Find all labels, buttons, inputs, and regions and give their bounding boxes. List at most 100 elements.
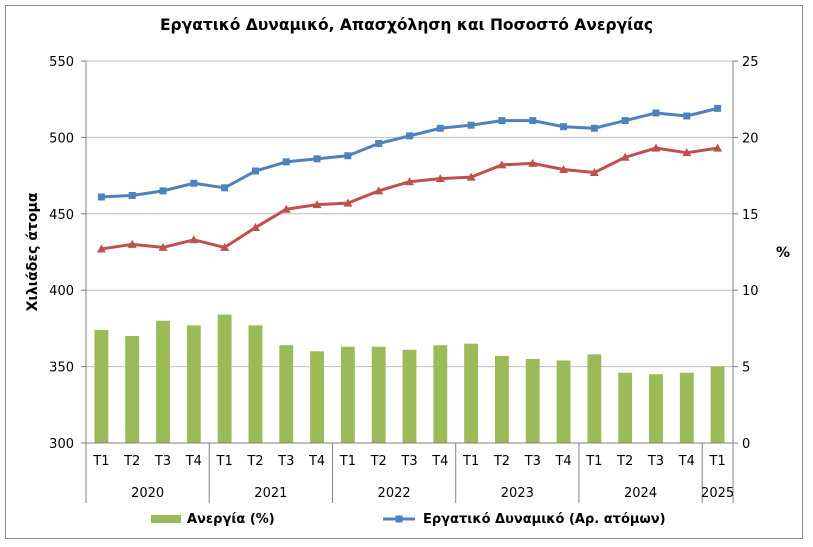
data-point-triangle [281, 204, 291, 213]
y-right-tick-label: 5 [742, 361, 750, 376]
x-tick-label: T3 [154, 454, 171, 469]
data-point-triangle [528, 158, 538, 167]
y-left-tick-label: 300 [49, 437, 74, 452]
year-label: 2022 [378, 486, 411, 501]
data-point-square [128, 191, 136, 199]
bar [649, 374, 663, 443]
x-tick-label: T3 [647, 454, 664, 469]
chart-frame [5, 5, 803, 539]
data-point-square [344, 152, 352, 160]
bar [525, 358, 540, 443]
legend-label: Ανεργία (%) [187, 512, 275, 527]
data-point-triangle [250, 223, 260, 232]
data-point-square [159, 187, 167, 195]
bar [433, 345, 448, 443]
data-point-square [560, 123, 568, 131]
x-tick-label: T2 [246, 454, 263, 469]
x-tick-label: T1 [92, 454, 109, 469]
data-point-square [652, 109, 660, 117]
bar [310, 351, 325, 443]
bar [94, 329, 109, 443]
data-point-square [714, 104, 722, 112]
gridlines [86, 60, 733, 368]
y-left-axis-title: Χιλιάδες άτομα [25, 192, 41, 311]
x-tick-label: T2 [370, 454, 387, 469]
x-tick-label: T2 [616, 454, 633, 469]
bar [156, 320, 170, 443]
legend-label: Εργατικό Δυναμικό (Αρ. ατόμων) [423, 512, 666, 527]
series-line [101, 146, 718, 251]
data-point-triangle [435, 174, 445, 183]
x-tick-label: T1 [216, 454, 233, 469]
chart-title: Εργατικό Δυναμικό, Απασχόληση και Ποσοστ… [159, 16, 654, 34]
data-point-triangle [620, 152, 630, 161]
data-point-triangle [158, 242, 168, 251]
year-label: 2023 [501, 486, 534, 501]
data-point-triangle [374, 186, 384, 195]
data-point-triangle [466, 172, 476, 181]
y-left-tick-label: 400 [49, 284, 74, 299]
y-left-tick-label: 450 [49, 208, 74, 223]
data-point-triangle [96, 244, 106, 253]
x-tick-label: T1 [708, 454, 725, 469]
data-point-triangle [127, 239, 137, 248]
data-point-square [221, 184, 229, 192]
data-point-triangle [220, 242, 230, 251]
year-label: 2025 [701, 486, 734, 501]
x-tick-label: T4 [678, 454, 695, 469]
x-tick-label: T4 [308, 454, 325, 469]
bar [279, 345, 294, 443]
data-point-square [621, 117, 629, 125]
bar [556, 360, 571, 443]
data-point-square [467, 121, 475, 129]
data-point-square [97, 193, 105, 201]
data-point-triangle [189, 235, 199, 244]
x-tick-label: T1 [585, 454, 602, 469]
bar [679, 372, 694, 443]
legend: Ανεργία (%) Εργατικό Δυναμικό (Αρ. ατόμων… [151, 512, 666, 527]
y-right-tick-label: 0 [742, 437, 750, 452]
bar [587, 354, 602, 443]
bar [464, 343, 479, 443]
data-point-triangle [589, 168, 599, 177]
y-right-tick-label: 20 [742, 131, 759, 146]
bar [494, 355, 509, 443]
y-right-tick-label: 25 [742, 55, 759, 70]
data-point-triangle [312, 200, 322, 209]
y-right-axis-title: % [776, 245, 790, 261]
data-point-triangle [497, 160, 507, 169]
y-left-tick-label: 350 [49, 361, 74, 376]
data-point-square [590, 124, 598, 132]
data-point-square [375, 140, 383, 148]
data-point-triangle [343, 198, 353, 207]
x-tick-label: T4 [185, 454, 202, 469]
bar [618, 372, 633, 443]
data-point-square [251, 167, 259, 175]
data-point-square [190, 179, 198, 187]
data-point-square [498, 117, 506, 125]
legend-swatch-bar [151, 515, 181, 523]
bar [371, 346, 386, 443]
x-tick-label: T4 [554, 454, 571, 469]
y-left-tick-label: 500 [49, 131, 74, 146]
data-point-triangle [713, 143, 723, 152]
data-point-triangle [682, 148, 692, 157]
bar [710, 366, 725, 443]
bar [217, 314, 232, 443]
year-label: 2021 [254, 486, 287, 501]
line-series [96, 104, 723, 253]
data-point-square [529, 117, 537, 125]
y-left-tick-label: 550 [49, 55, 74, 70]
y-right-tick-label: 10 [742, 284, 759, 299]
x-tick-label: T2 [123, 454, 140, 469]
bar [402, 349, 417, 443]
year-label: 2020 [131, 486, 164, 501]
x-tick-label: T1 [339, 454, 356, 469]
x-tick-label: T3 [524, 454, 541, 469]
data-point-square [436, 124, 444, 132]
data-point-square [406, 132, 413, 140]
data-point-triangle [559, 164, 569, 173]
bar [340, 346, 355, 443]
